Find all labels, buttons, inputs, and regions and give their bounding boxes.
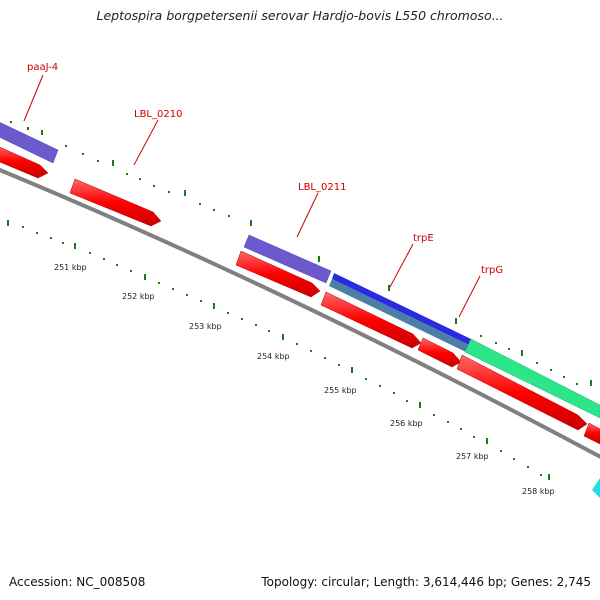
map-title: Leptospira borgpetersenii serovar Hardjo… bbox=[96, 8, 504, 23]
chromosome-backbone bbox=[0, 167, 600, 459]
tick-label-251: 251 kbp bbox=[54, 263, 87, 272]
gene-arrow-1[interactable] bbox=[0, 145, 49, 179]
gene-label-lbl0211[interactable]: LBL_0211 bbox=[298, 182, 346, 193]
gene-arrow-7[interactable] bbox=[583, 422, 600, 445]
gene-label-lbl0210[interactable]: LBL_0210 bbox=[134, 109, 182, 120]
tick-label-258: 258 kbp bbox=[522, 487, 555, 496]
tick-label-252: 252 kbp bbox=[122, 292, 155, 301]
cds-bar-paaJ[interactable] bbox=[0, 120, 59, 164]
gene-label-trpE[interactable]: trpE bbox=[413, 233, 434, 244]
cds-bar-trpE-blue[interactable] bbox=[332, 273, 471, 345]
tick-label-255: 255 kbp bbox=[324, 386, 357, 395]
tick-label-254: 254 kbp bbox=[257, 352, 290, 361]
gene-arrow-4[interactable] bbox=[320, 291, 422, 349]
gene-arrow-6[interactable] bbox=[456, 354, 588, 431]
cds-bar-lbl0211[interactable] bbox=[243, 234, 332, 284]
accession-text: Accession: NC_008508 bbox=[9, 575, 146, 589]
topology-summary: Topology: circular; Length: 3,614,446 bp… bbox=[261, 575, 591, 589]
outer-tick-track bbox=[10, 121, 592, 386]
tick-label-256: 256 kbp bbox=[390, 419, 423, 428]
gene-label-paaJ[interactable]: paaJ-4 bbox=[27, 62, 58, 73]
label-leaders bbox=[23, 74, 481, 318]
gene-arrow-2[interactable] bbox=[69, 178, 162, 227]
gene-arrow-3[interactable] bbox=[235, 250, 321, 298]
gene-label-trpG[interactable]: trpG bbox=[481, 265, 503, 276]
gene-arrows bbox=[0, 145, 600, 445]
tick-label-257: 257 kbp bbox=[456, 452, 489, 461]
gene-arrow-5[interactable] bbox=[417, 337, 462, 368]
cds-bar-trpG[interactable] bbox=[464, 338, 600, 419]
inner-tick-track bbox=[7, 220, 550, 480]
cds-bar-cyan[interactable] bbox=[592, 478, 600, 498]
cds-bar-trpE-teal[interactable] bbox=[329, 279, 469, 352]
tick-label-253: 253 kbp bbox=[189, 322, 222, 331]
